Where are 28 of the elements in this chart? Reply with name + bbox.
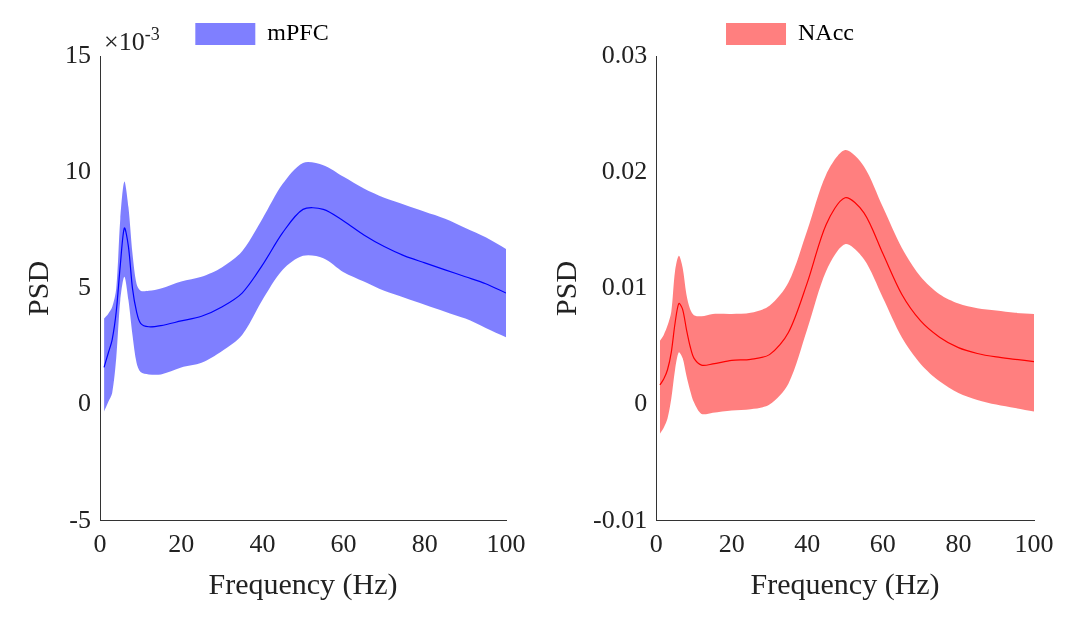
x-tick-label: 20 <box>168 529 195 559</box>
x-tick-label: 20 <box>718 529 745 559</box>
x-tick-label: 60 <box>330 529 357 559</box>
y-tick-label: 0 <box>634 388 648 418</box>
y-tick-label: 15 <box>65 39 91 69</box>
x-tick-label: 60 <box>869 529 896 559</box>
y-tick-label: 0.03 <box>601 39 648 69</box>
x-tick-label: 80 <box>411 529 438 559</box>
y-axis-title: PSD <box>20 260 54 316</box>
x-axis-title: Frequency (Hz) <box>750 566 940 601</box>
x-tick-label: 80 <box>945 529 972 559</box>
line-series <box>103 207 506 369</box>
x-tick-label: 40 <box>249 529 276 559</box>
x-tick-label: 100 <box>486 529 526 559</box>
y-tick-label: 0 <box>78 388 91 418</box>
legend-label: mPFC <box>267 19 329 46</box>
x-tick-label: 40 <box>794 529 821 559</box>
legend-label: NAcc <box>798 19 854 46</box>
y-tick-label: 5 <box>78 272 91 302</box>
y-tick-label: -5 <box>69 504 91 534</box>
y-axis-title: PSD <box>548 260 582 316</box>
line-series <box>659 197 1034 386</box>
y-tick-label: 10 <box>65 156 91 186</box>
y-tick-label: 0.02 <box>601 156 648 186</box>
x-axis-title: Frequency (Hz) <box>208 566 398 601</box>
x-tick-label: 100 <box>1014 529 1054 559</box>
y-tick-label: -0.01 <box>592 504 648 534</box>
y-tick-label: 0.01 <box>601 272 648 302</box>
